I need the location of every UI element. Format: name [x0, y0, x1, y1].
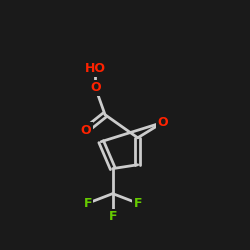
Text: F: F — [108, 210, 117, 223]
Text: O: O — [80, 124, 91, 136]
Text: F: F — [84, 197, 92, 210]
Text: HO: HO — [85, 62, 106, 75]
Text: O: O — [158, 116, 168, 129]
Text: O: O — [90, 81, 101, 94]
Text: F: F — [134, 197, 142, 210]
